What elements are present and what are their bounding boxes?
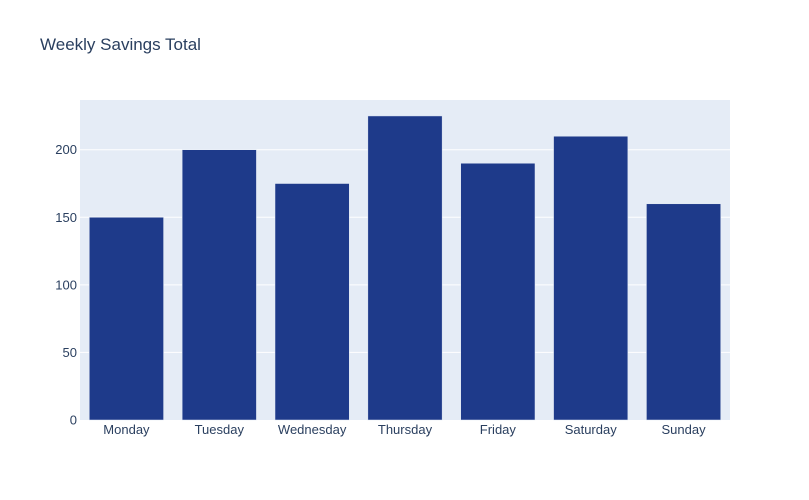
bar-saturday[interactable]	[553, 135, 629, 421]
y-tick-label: 150	[55, 210, 77, 225]
bar-wednesday[interactable]	[274, 183, 350, 421]
x-tick-label: Tuesday	[195, 422, 245, 437]
y-tick-label: 200	[55, 142, 77, 157]
y-tick-label: 50	[63, 345, 77, 360]
x-tick-label: Saturday	[565, 422, 618, 437]
bar-tuesday[interactable]	[181, 149, 257, 421]
x-tick-label: Monday	[103, 422, 150, 437]
x-tick-label: Wednesday	[278, 422, 347, 437]
chart-title: Weekly Savings Total	[40, 35, 201, 54]
bar-sunday[interactable]	[646, 203, 721, 421]
y-axis-ticks: 0 50 100 150 200	[55, 142, 77, 427]
x-tick-label: Thursday	[378, 422, 433, 437]
x-tick-label: Sunday	[662, 422, 707, 437]
y-tick-label: 0	[70, 413, 77, 428]
y-tick-label: 100	[55, 277, 77, 292]
x-tick-label: Friday	[480, 422, 517, 437]
bars	[89, 115, 721, 421]
x-axis-ticks: Monday Tuesday Wednesday Thursday Friday Satu…	[103, 422, 706, 437]
bar-friday[interactable]	[460, 162, 536, 421]
bar-thursday[interactable]	[367, 115, 443, 421]
bar-monday[interactable]	[89, 217, 164, 421]
